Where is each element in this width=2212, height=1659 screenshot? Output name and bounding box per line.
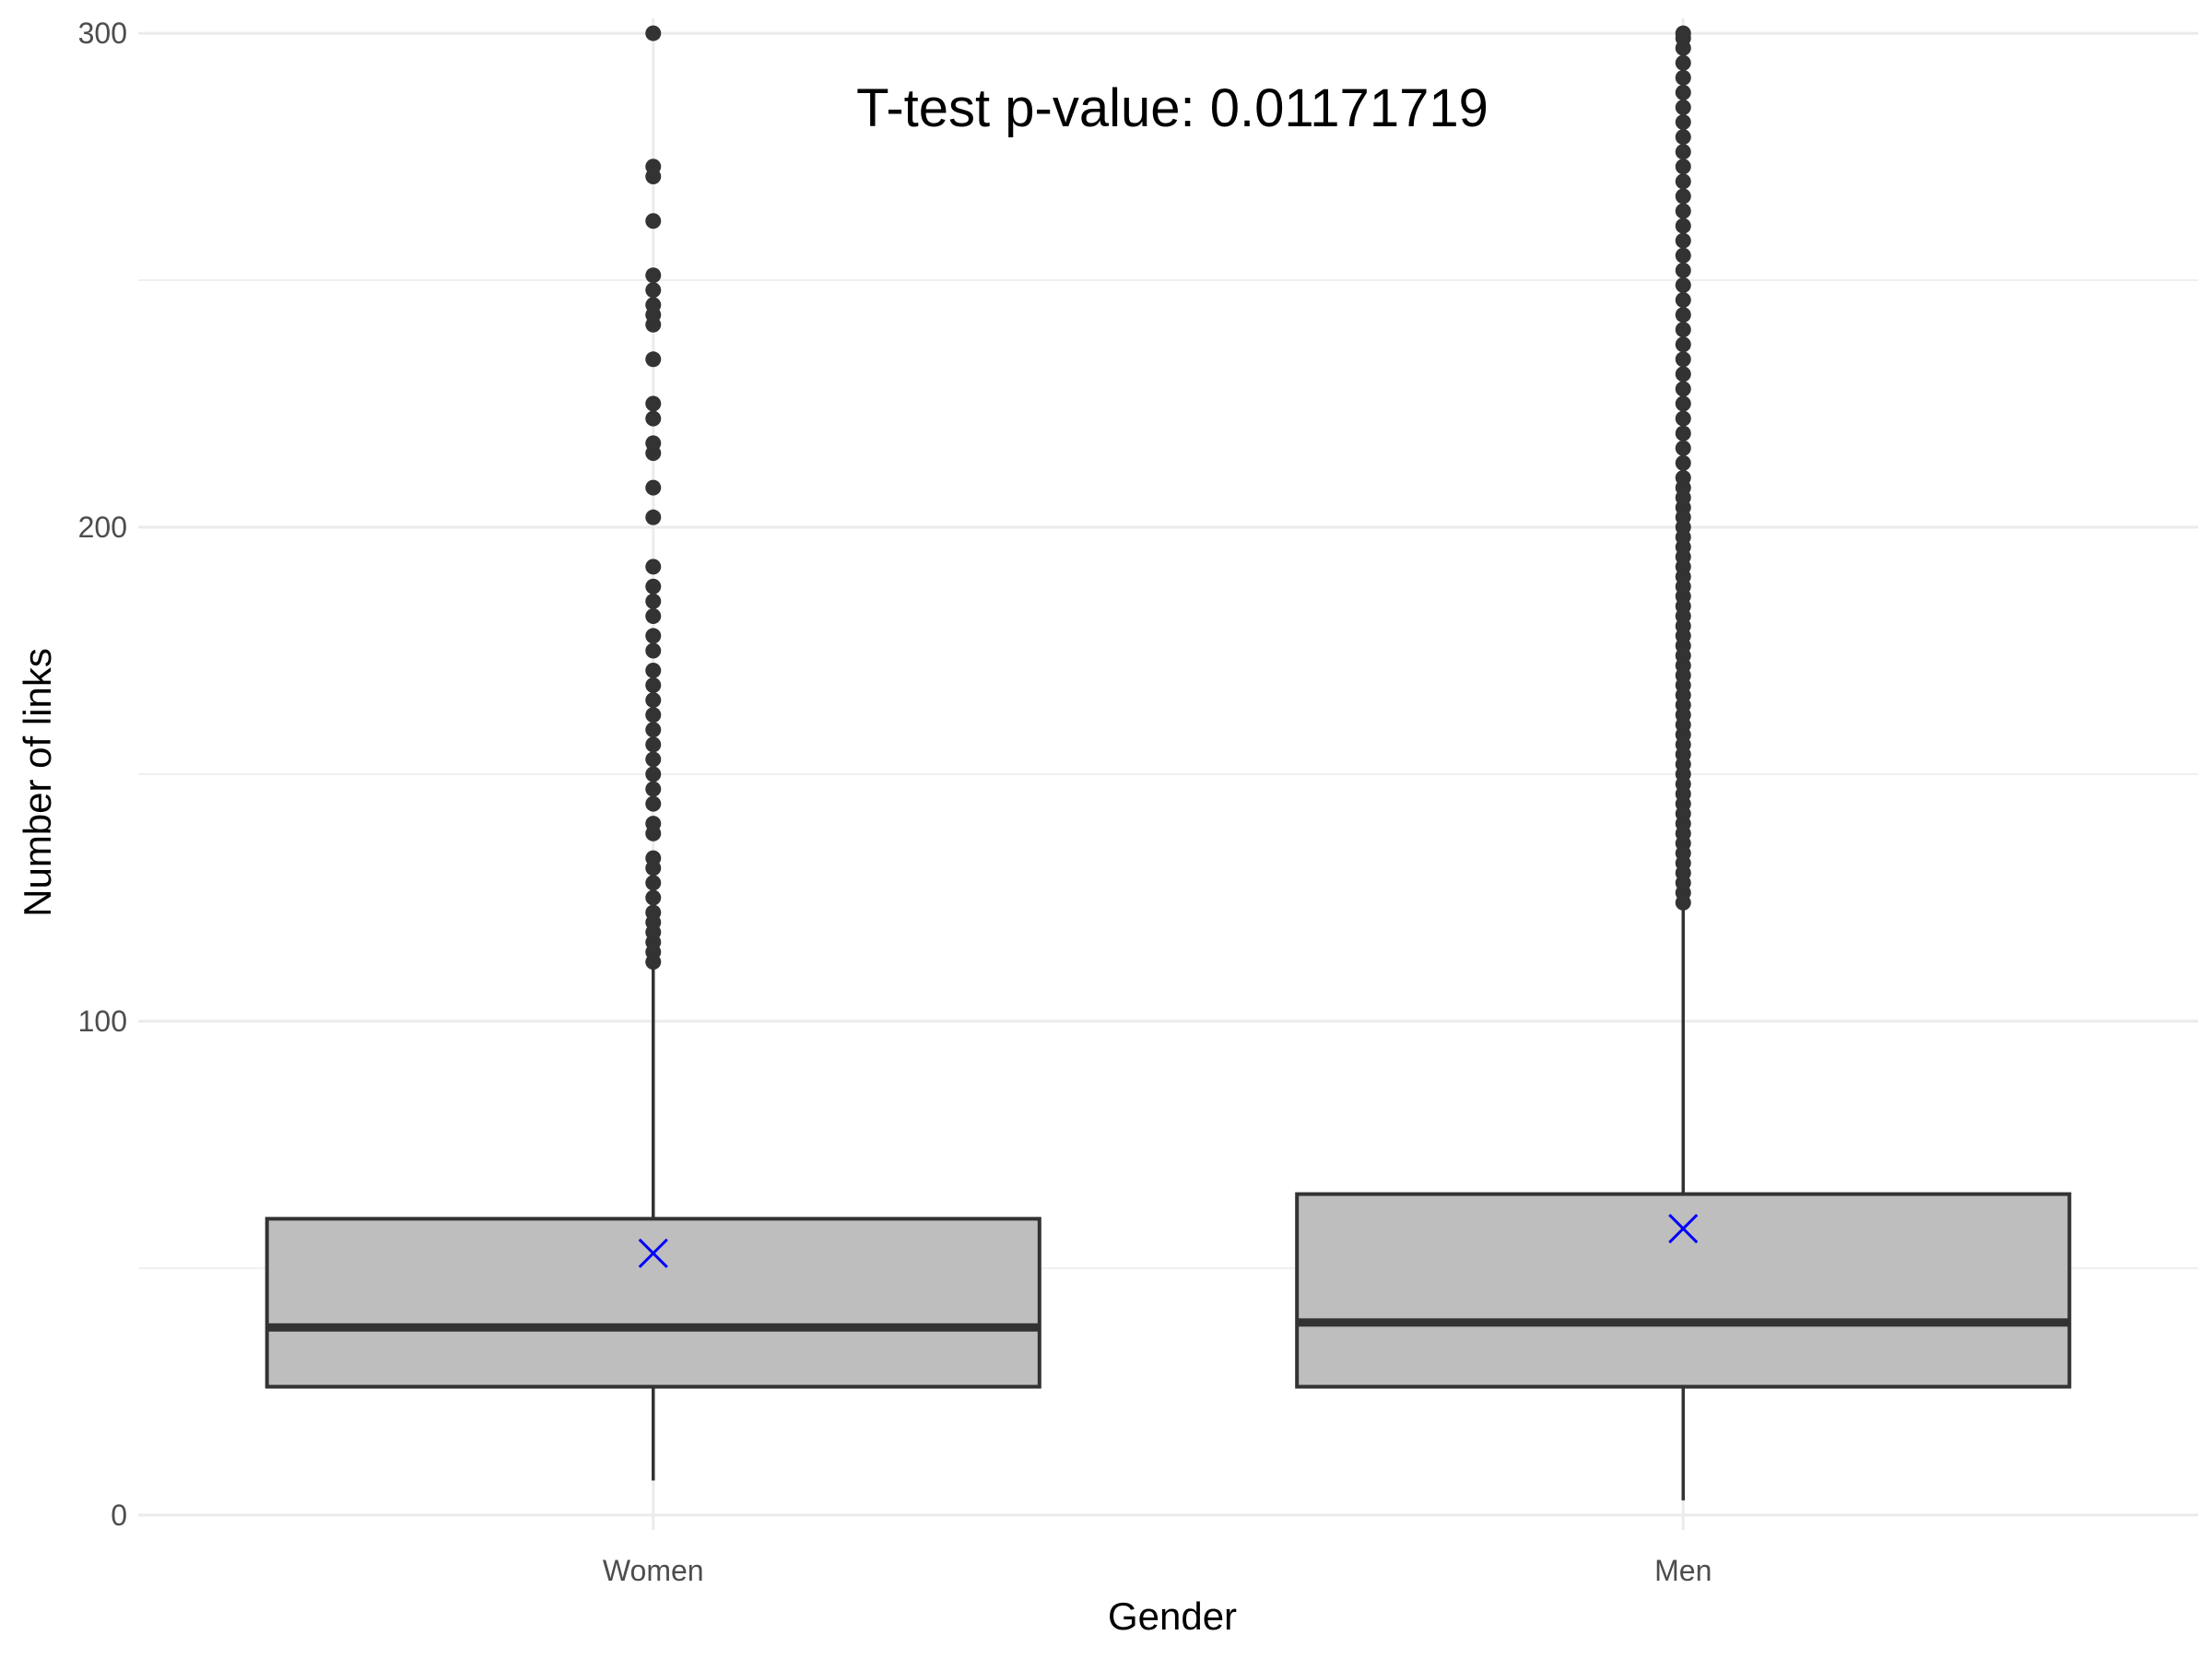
outlier-point bbox=[645, 662, 662, 678]
mean-marker bbox=[638, 1238, 668, 1268]
outlier-point bbox=[1675, 144, 1691, 160]
outlier-point bbox=[1675, 336, 1691, 353]
outlier-point bbox=[1675, 410, 1691, 427]
outlier-point bbox=[645, 509, 662, 525]
box-group-men bbox=[1295, 25, 2072, 1500]
iqr-box bbox=[1295, 1192, 2072, 1389]
mean-marker-stroke bbox=[1668, 1214, 1699, 1244]
outlier-point bbox=[645, 781, 662, 797]
outlier-point bbox=[645, 479, 662, 496]
outlier-point bbox=[645, 722, 662, 738]
mean-marker-stroke bbox=[638, 1238, 668, 1268]
outlier-point bbox=[645, 593, 662, 609]
outlier-point bbox=[645, 578, 662, 594]
outlier-point bbox=[645, 395, 662, 412]
outlier-point bbox=[1675, 307, 1691, 324]
x-tick-label: Women bbox=[603, 1554, 704, 1587]
outlier-point bbox=[1675, 276, 1691, 293]
y-tick-label: 300 bbox=[78, 17, 127, 50]
outlier-point bbox=[645, 351, 662, 368]
outlier-point bbox=[1675, 381, 1691, 397]
mean-marker bbox=[1668, 1214, 1699, 1244]
outlier-point bbox=[645, 435, 662, 452]
outlier-point bbox=[645, 795, 662, 812]
outlier-point bbox=[645, 297, 662, 313]
outlier-point bbox=[1675, 173, 1691, 190]
outlier-point bbox=[1675, 25, 1691, 41]
x-axis-title: Gender bbox=[1108, 1594, 1237, 1638]
y-tick-label: 100 bbox=[78, 1005, 127, 1038]
outlier-point bbox=[645, 628, 662, 644]
outlier-point bbox=[645, 751, 662, 768]
outlier-point bbox=[645, 816, 662, 832]
t-test-annotation: T-test p-value: 0.01171719 bbox=[856, 78, 1488, 138]
outlier-point bbox=[1675, 159, 1691, 175]
outlier-point bbox=[645, 282, 662, 299]
outlier-point bbox=[645, 25, 662, 41]
boxes bbox=[265, 25, 2072, 1500]
outlier-point bbox=[645, 692, 662, 709]
outlier-point bbox=[1675, 218, 1691, 234]
outlier-point bbox=[1675, 232, 1691, 249]
outlier-point bbox=[1675, 69, 1691, 86]
outlier-point bbox=[645, 559, 662, 575]
y-axis-title: Number of links bbox=[16, 648, 59, 917]
outlier-point bbox=[645, 904, 662, 921]
outlier-point bbox=[645, 607, 662, 624]
outlier-point bbox=[1675, 454, 1691, 471]
outlier-point bbox=[1675, 366, 1691, 382]
outlier-point bbox=[1675, 247, 1691, 264]
outlier-point bbox=[1675, 99, 1691, 115]
outlier-point bbox=[1675, 322, 1691, 338]
outlier-point bbox=[1675, 395, 1691, 412]
outlier-point bbox=[645, 766, 662, 782]
outlier-point bbox=[1675, 203, 1691, 219]
outlier-point bbox=[645, 889, 662, 906]
outlier-point bbox=[645, 267, 662, 284]
axes: 0 100 200 300 Women Men bbox=[78, 17, 1712, 1587]
outlier-point bbox=[1675, 262, 1691, 278]
outlier-point bbox=[645, 875, 662, 891]
outlier-point bbox=[645, 850, 662, 866]
outlier-point bbox=[1675, 469, 1691, 486]
outlier-point bbox=[645, 642, 662, 659]
outlier-point bbox=[645, 213, 662, 229]
outlier-point bbox=[645, 736, 662, 753]
outlier-point bbox=[1675, 425, 1691, 441]
outlier-point bbox=[1675, 291, 1691, 308]
iqr-box bbox=[265, 1217, 1041, 1389]
outlier-point bbox=[1675, 84, 1691, 100]
outlier-point bbox=[1675, 129, 1691, 146]
y-tick-label: 200 bbox=[78, 511, 127, 544]
outlier-point bbox=[1675, 188, 1691, 205]
x-tick-label: Men bbox=[1654, 1554, 1712, 1587]
outlier-point bbox=[1675, 54, 1691, 71]
outlier-point bbox=[1675, 351, 1691, 368]
y-tick-label: 0 bbox=[111, 1499, 127, 1532]
outlier-point bbox=[645, 159, 662, 175]
outlier-point bbox=[1675, 440, 1691, 456]
outlier-point bbox=[645, 677, 662, 694]
outlier-point bbox=[645, 410, 662, 427]
box-group-women bbox=[265, 25, 1041, 1481]
outlier-point bbox=[645, 707, 662, 724]
outlier-point bbox=[1675, 114, 1691, 131]
